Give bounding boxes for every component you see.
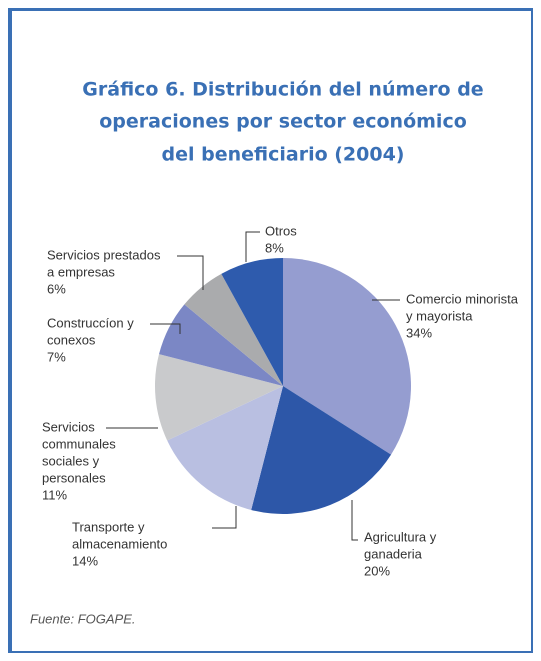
slice-label: conexos [47, 332, 96, 347]
frame-edge [8, 8, 533, 11]
value-label: 14% [72, 553, 98, 568]
slice-label: Construccíon y [47, 315, 134, 330]
pie-slice [167, 386, 283, 510]
slice-label: Otros [265, 223, 297, 238]
pie-slice [251, 386, 392, 514]
slice-label: personales [42, 470, 106, 485]
chart-title: del beneficiario (2004) [162, 144, 405, 166]
leader-line [245, 231, 260, 262]
chart-title: operaciones por sector económico [99, 111, 467, 133]
slice-label: Servicios [42, 419, 95, 434]
slice-label: ganaderia [364, 546, 423, 561]
leader-line [212, 506, 237, 529]
frame-edge [8, 8, 12, 653]
slice-label: Agricultura y [364, 529, 437, 544]
slice-label: a empresas [47, 264, 115, 279]
pie-slice [155, 354, 283, 441]
leader-line [177, 255, 204, 290]
slice-label: Comercio minorista [406, 291, 519, 306]
value-label: 7% [47, 349, 66, 364]
slice-label: communales [42, 436, 116, 451]
source: Fuente: FOGAPE. [30, 611, 136, 626]
pie-slice [184, 273, 283, 386]
slice-label: Transporte y [72, 519, 145, 534]
value-label: 11% [42, 487, 67, 502]
leader-line [150, 323, 181, 334]
slice-label: Servicios prestados [47, 247, 161, 262]
value-label: 34% [406, 325, 432, 340]
value-label: 8% [265, 240, 284, 255]
slice-label: y mayorista [406, 308, 473, 323]
value-label: 20% [364, 563, 390, 578]
pie-slice [159, 304, 283, 386]
slice-label: almacenamiento [72, 536, 167, 551]
slice-label: sociales y [42, 453, 100, 468]
leader-line [351, 500, 358, 541]
chart-title: Gráfico 6. Distribución del número de [82, 79, 483, 101]
pie-slice [221, 258, 283, 386]
value-label: 6% [47, 281, 66, 296]
pie-slice [283, 258, 411, 455]
